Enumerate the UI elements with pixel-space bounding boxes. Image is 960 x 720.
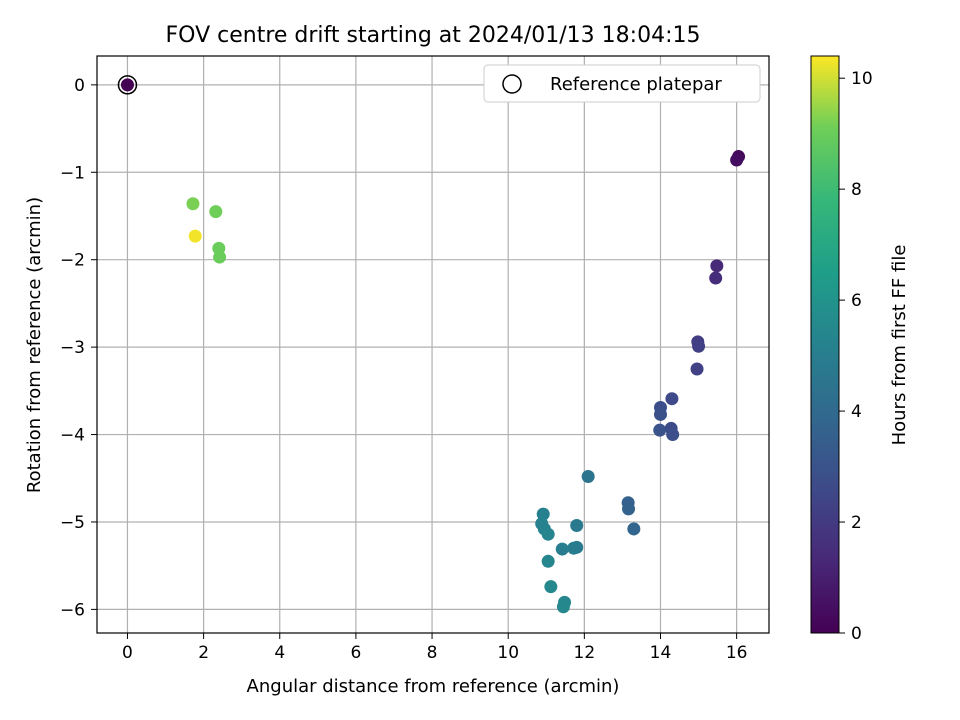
scatter-point (541, 527, 555, 541)
scatter-point (567, 541, 581, 555)
y-tick-label: −2 (60, 251, 85, 271)
x-axis-ticks: 0 2 4 6 8 10 12 14 16 (122, 633, 747, 663)
scatter-point (213, 250, 227, 264)
scatter-point (653, 407, 667, 421)
reference-point-ring (117, 75, 138, 95)
colorbar-gradient (810, 55, 840, 634)
scatter-point (209, 205, 223, 219)
scatter-point (555, 542, 569, 556)
legend: Reference platepar (483, 64, 761, 103)
colorbar-tick-label: 2 (851, 513, 862, 533)
x-tick-label: 0 (122, 643, 133, 663)
y-tick-label: −3 (60, 338, 85, 358)
colorbar-tick-label: 10 (851, 69, 873, 89)
scatter-point (666, 428, 680, 442)
y-axis-ticks: 0 −1 −2 −3 −4 −5 −6 (60, 76, 97, 620)
plot-frame (96, 55, 770, 634)
scatter-point (653, 423, 667, 437)
x-tick-label: 2 (198, 643, 209, 663)
y-tick-label: −1 (60, 163, 85, 183)
x-tick-label: 4 (274, 643, 285, 663)
y-axis-label: Rotation from reference (arcmin) (24, 197, 45, 493)
scatter-point (570, 518, 584, 532)
chart-title: FOV centre drift starting at 2024/01/13 … (166, 23, 701, 48)
y-tick-label: −4 (60, 426, 85, 446)
x-tick-label: 8 (427, 643, 438, 663)
colorbar-label: Hours from first FF file (889, 245, 910, 446)
scatter-point (186, 197, 200, 211)
x-axis-label: Angular distance from reference (arcmin) (247, 676, 620, 697)
x-tick-label: 6 (350, 643, 361, 663)
y-tick-label: 0 (74, 76, 85, 96)
y-tick-label: −6 (60, 600, 85, 620)
legend-label: Reference platepar (550, 74, 722, 95)
x-tick-label: 12 (574, 643, 596, 663)
x-tick-label: 10 (497, 643, 519, 663)
scatter-point (665, 392, 679, 406)
colorbar-tick-label: 4 (851, 402, 862, 422)
scatter-point (536, 507, 550, 521)
colorbar-tick-label: 8 (851, 180, 862, 200)
legend-marker (502, 74, 522, 94)
scatter-point (710, 259, 724, 273)
colorbar-ticks: 0 2 4 6 8 10 (839, 69, 873, 644)
scatter-point (622, 502, 636, 516)
scatter-point (544, 580, 558, 594)
x-tick-label: 16 (726, 643, 748, 663)
data-points (117, 75, 746, 614)
x-tick-label: 14 (650, 643, 672, 663)
scatter-point (692, 339, 706, 353)
scatter-point (627, 522, 641, 536)
grid-lines (97, 56, 769, 633)
legend-box (483, 64, 761, 103)
scatter-point (709, 271, 723, 285)
colorbar-tick-label: 6 (851, 291, 862, 311)
reference-point-fill (120, 78, 134, 92)
scatter-point (730, 153, 744, 167)
scatter-point (188, 229, 202, 243)
colorbar: 0 2 4 6 8 10 Hours from first FF file (810, 55, 910, 644)
scatter-point (556, 600, 570, 614)
scatter-point (541, 554, 555, 568)
scatter-point (581, 470, 595, 484)
colorbar-tick-label: 0 (851, 624, 862, 644)
y-tick-label: −5 (60, 513, 85, 533)
scatter-point (690, 362, 704, 376)
